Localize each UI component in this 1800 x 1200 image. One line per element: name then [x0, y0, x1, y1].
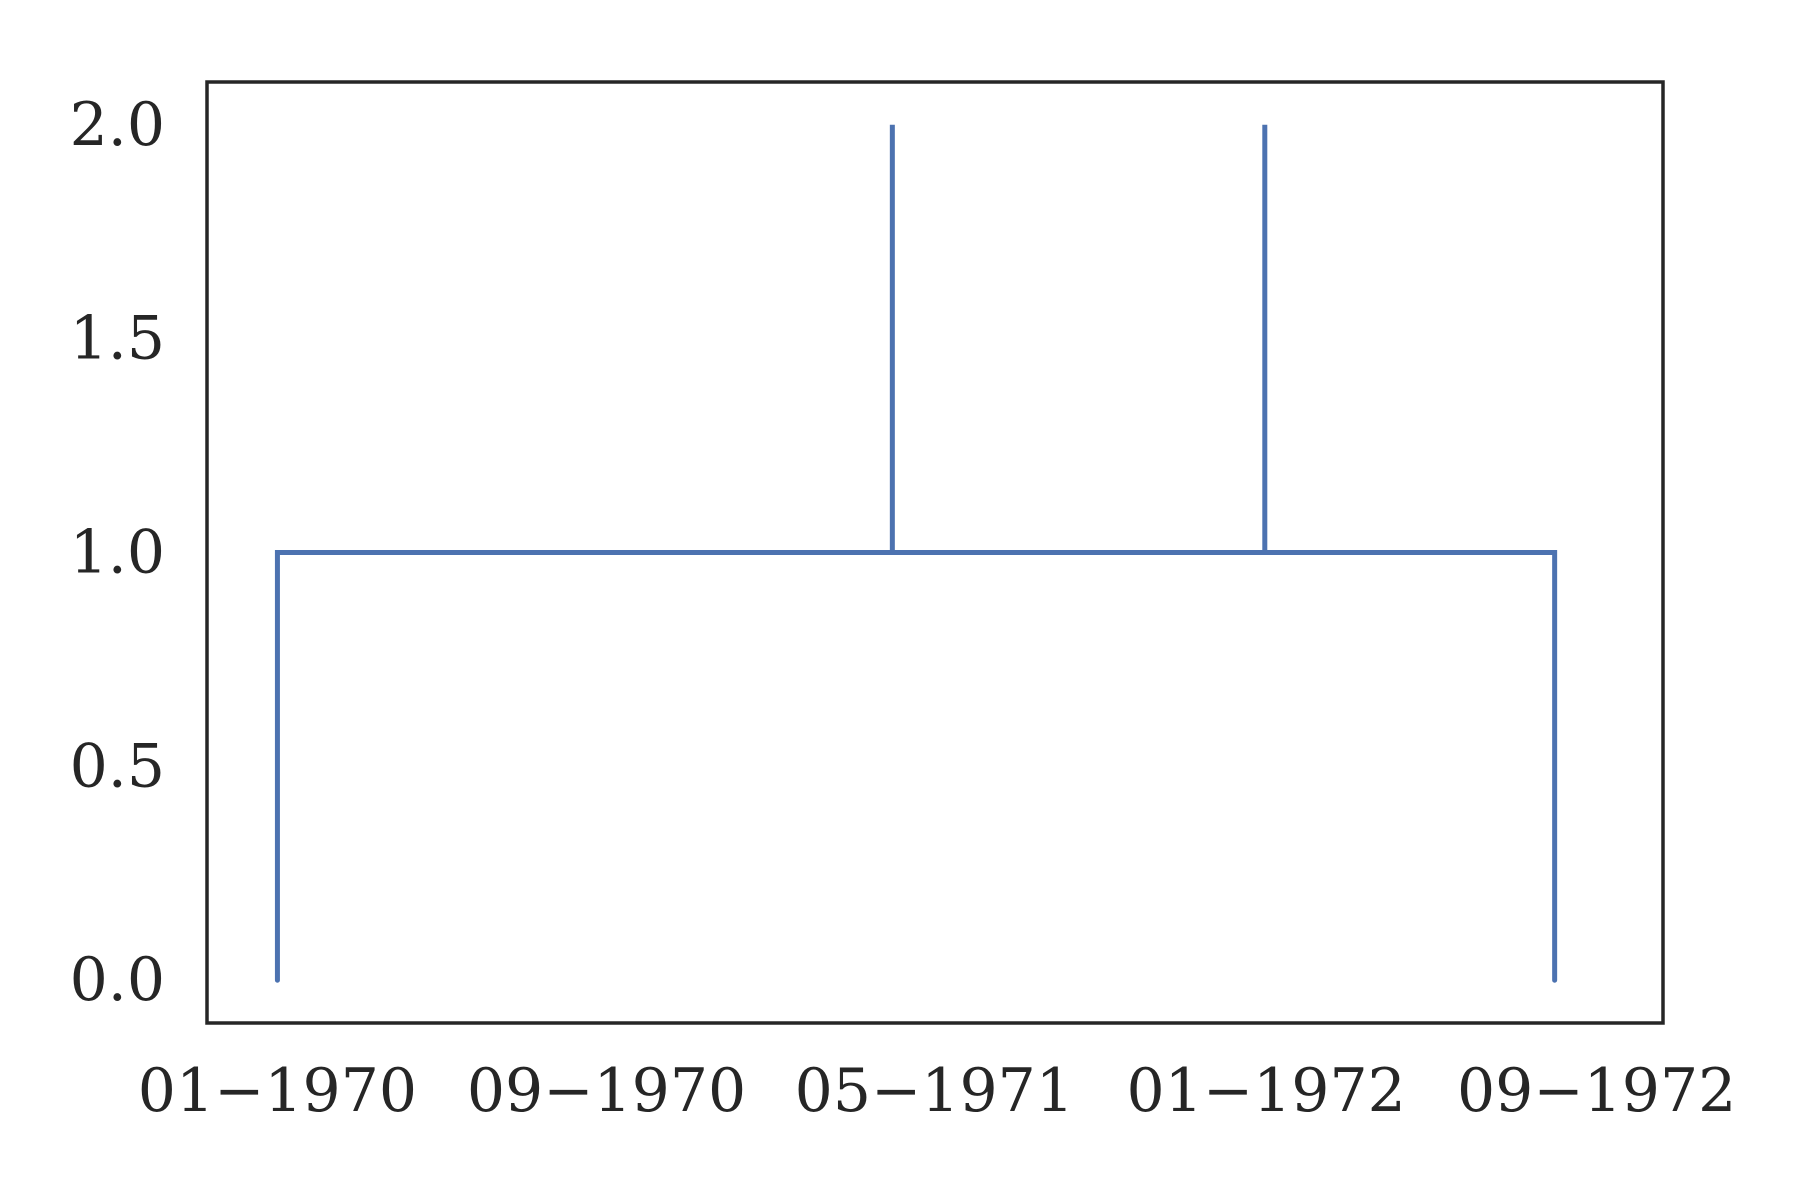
x-tick-label: 05−1971 [795, 1056, 1074, 1126]
y-tick-label: 0.5 [70, 731, 165, 801]
y-tick-label: 1.0 [70, 518, 165, 588]
x-tick-label: 01−1972 [1126, 1056, 1405, 1126]
x-tick-label: 01−1970 [138, 1056, 417, 1126]
y-tick-label: 1.5 [70, 304, 165, 374]
y-tick-label: 0.0 [70, 945, 165, 1015]
x-tick-label: 09−1970 [467, 1056, 746, 1126]
y-tick-label: 2.0 [70, 90, 165, 160]
x-tick-label: 09−1972 [1457, 1056, 1736, 1126]
series-line-0 [274, 124, 1558, 983]
plot-frame [205, 80, 1665, 1025]
